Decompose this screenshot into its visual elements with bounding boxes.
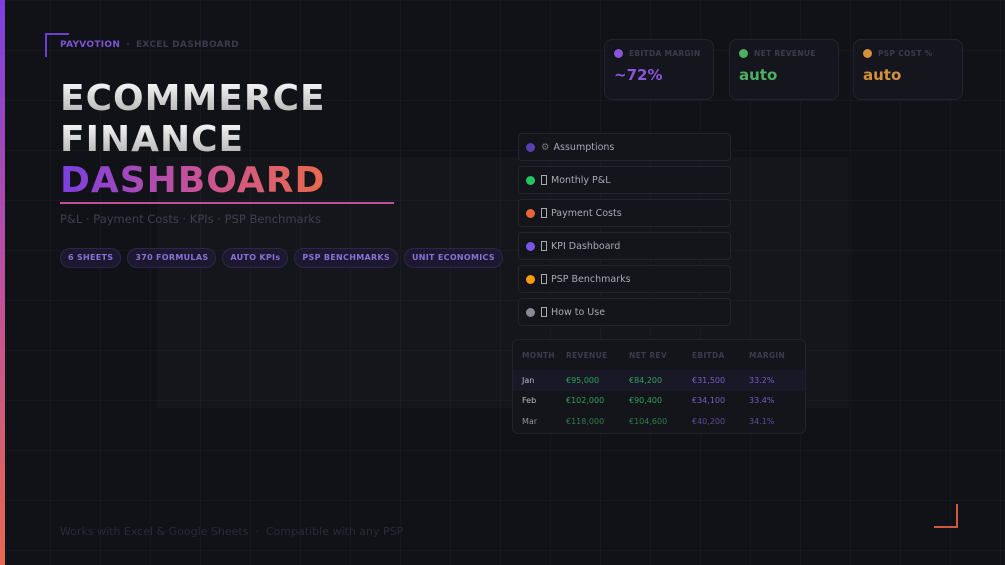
sheet-item-psp-benchmarks[interactable]: PSP Benchmarks <box>518 265 731 293</box>
table-cell: Mar <box>522 416 538 426</box>
feature-pill: UNIT ECONOMICS <box>403 248 503 268</box>
kpi-label-text: PSP COST % <box>878 49 933 58</box>
data-table: MONTH REVENUE NET REV EBITDA MARGIN Jan €95,00… <box>512 339 806 434</box>
gear-icon: ⚙ <box>541 141 550 153</box>
kpi-value: auto <box>863 66 902 84</box>
sheet-label: How to Use <box>551 306 606 318</box>
kpi-value: auto <box>739 66 778 84</box>
brand-section: EXCEL DASHBOARD <box>135 40 239 50</box>
table-cell: €118,000 <box>566 416 605 426</box>
sheet-label: PSP Benchmarks <box>551 273 631 285</box>
kpi-card: EBITDA MARGIN ~72% <box>604 39 714 100</box>
status-dot-icon <box>526 208 535 218</box>
separator: · <box>255 525 259 538</box>
status-dot-icon <box>526 175 535 185</box>
table-cell: €40,200 <box>692 416 726 426</box>
footer-text: Compatible with any PSP <box>265 525 404 538</box>
column-header: MONTH <box>522 350 556 360</box>
column-header: NET REV <box>629 350 667 360</box>
sheet-item-assumptions[interactable]: ⚙ Assumptions <box>518 133 731 161</box>
status-dot-icon <box>526 241 535 251</box>
corner-decoration <box>45 33 69 57</box>
table-cell: €90,400 <box>629 396 663 406</box>
column-header: EBITDA <box>692 350 725 360</box>
status-dot-icon <box>526 274 535 284</box>
feature-pills: 6 SHEETS 370 FORMULAS AUTO KPIs PSP BENCHMA… <box>60 248 503 268</box>
separator: · <box>126 40 130 50</box>
corner-decoration <box>934 504 958 528</box>
table-cell: Feb <box>522 396 537 406</box>
sheet-label: Assumptions <box>553 141 615 153</box>
emoji-icon <box>541 241 547 251</box>
title-line: ECOMMERCE <box>60 78 326 119</box>
page-title: ECOMMERCE FINANCE DASHBOARD <box>60 78 326 201</box>
sheet-item-monthly-p-l[interactable]: Monthly P&L <box>518 166 731 194</box>
emoji-icon <box>541 307 547 317</box>
table-header: MONTH REVENUE NET REV EBITDA MARGIN <box>513 340 805 370</box>
title-line: FINANCE <box>60 119 326 160</box>
kpi-value: ~72% <box>614 66 663 84</box>
sheet-label: Monthly P&L <box>551 174 611 186</box>
status-dot-icon <box>739 49 748 58</box>
table-cell: €31,500 <box>692 375 726 385</box>
status-dot-icon <box>863 49 872 58</box>
table-row: Jan €95,000 €84,200 €31,500 33.2% <box>513 370 805 391</box>
kpi-label: EBITDA MARGIN <box>614 49 704 58</box>
subtitle: P&L · Payment Costs · KPIs · PSP Benchma… <box>60 212 321 226</box>
table-cell: €34,100 <box>692 396 726 406</box>
emoji-icon <box>541 175 547 185</box>
kpi-card: NET REVENUE auto <box>729 39 839 100</box>
table-row: Mar €118,000 €104,600 €40,200 34.1% <box>513 411 805 432</box>
brand-name: PAYVOTION <box>60 40 121 50</box>
status-dot-icon <box>526 142 535 152</box>
kpi-label-text: EBITDA MARGIN <box>629 49 701 58</box>
sheet-item-how-to-use[interactable]: How to Use <box>518 298 731 326</box>
footer-text: Works with Excel & Google Sheets <box>60 525 249 538</box>
emoji-icon <box>541 208 547 218</box>
table-cell: Jan <box>522 375 535 385</box>
kpi-label: PSP COST % <box>863 49 953 58</box>
table-cell: 33.4% <box>749 396 775 406</box>
footer: Works with Excel & Google Sheets · Compa… <box>60 525 403 538</box>
feature-pill: 370 FORMULAS <box>127 248 217 268</box>
feature-pill: 6 SHEETS <box>60 248 122 268</box>
kpi-label-text: NET REVENUE <box>754 49 816 58</box>
brand-header: PAYVOTION · EXCEL DASHBOARD <box>60 40 239 50</box>
table-cell: 33.2% <box>749 375 775 385</box>
feature-pill: AUTO KPIs <box>222 248 289 268</box>
sheet-item-kpi-dashboard[interactable]: KPI Dashboard <box>518 232 731 260</box>
sheet-label: Payment Costs <box>551 207 622 219</box>
accent-bar <box>0 0 5 565</box>
table-cell: €95,000 <box>566 375 600 385</box>
column-header: REVENUE <box>566 350 608 360</box>
status-dot-icon <box>526 307 535 317</box>
title-highlight: DASHBOARD <box>60 160 326 201</box>
table-cell: €84,200 <box>629 375 663 385</box>
kpi-card: PSP COST % auto <box>853 39 963 100</box>
divider <box>60 202 394 204</box>
kpi-label: NET REVENUE <box>739 49 829 58</box>
feature-pill: PSP BENCHMARKS <box>294 248 398 268</box>
emoji-icon <box>541 274 547 284</box>
sheet-item-payment-costs[interactable]: Payment Costs <box>518 199 731 227</box>
sheet-label: KPI Dashboard <box>551 240 621 252</box>
column-header: MARGIN <box>749 350 786 360</box>
table-cell: €104,600 <box>629 416 668 426</box>
table-cell: €102,000 <box>566 396 605 406</box>
sheet-list: ⚙ Assumptions Monthly P&L Payment Costs KPI … <box>518 133 731 331</box>
status-dot-icon <box>614 49 623 58</box>
table-row: Feb €102,000 €90,400 €34,100 33.4% <box>513 391 805 412</box>
table-cell: 34.1% <box>749 416 775 426</box>
